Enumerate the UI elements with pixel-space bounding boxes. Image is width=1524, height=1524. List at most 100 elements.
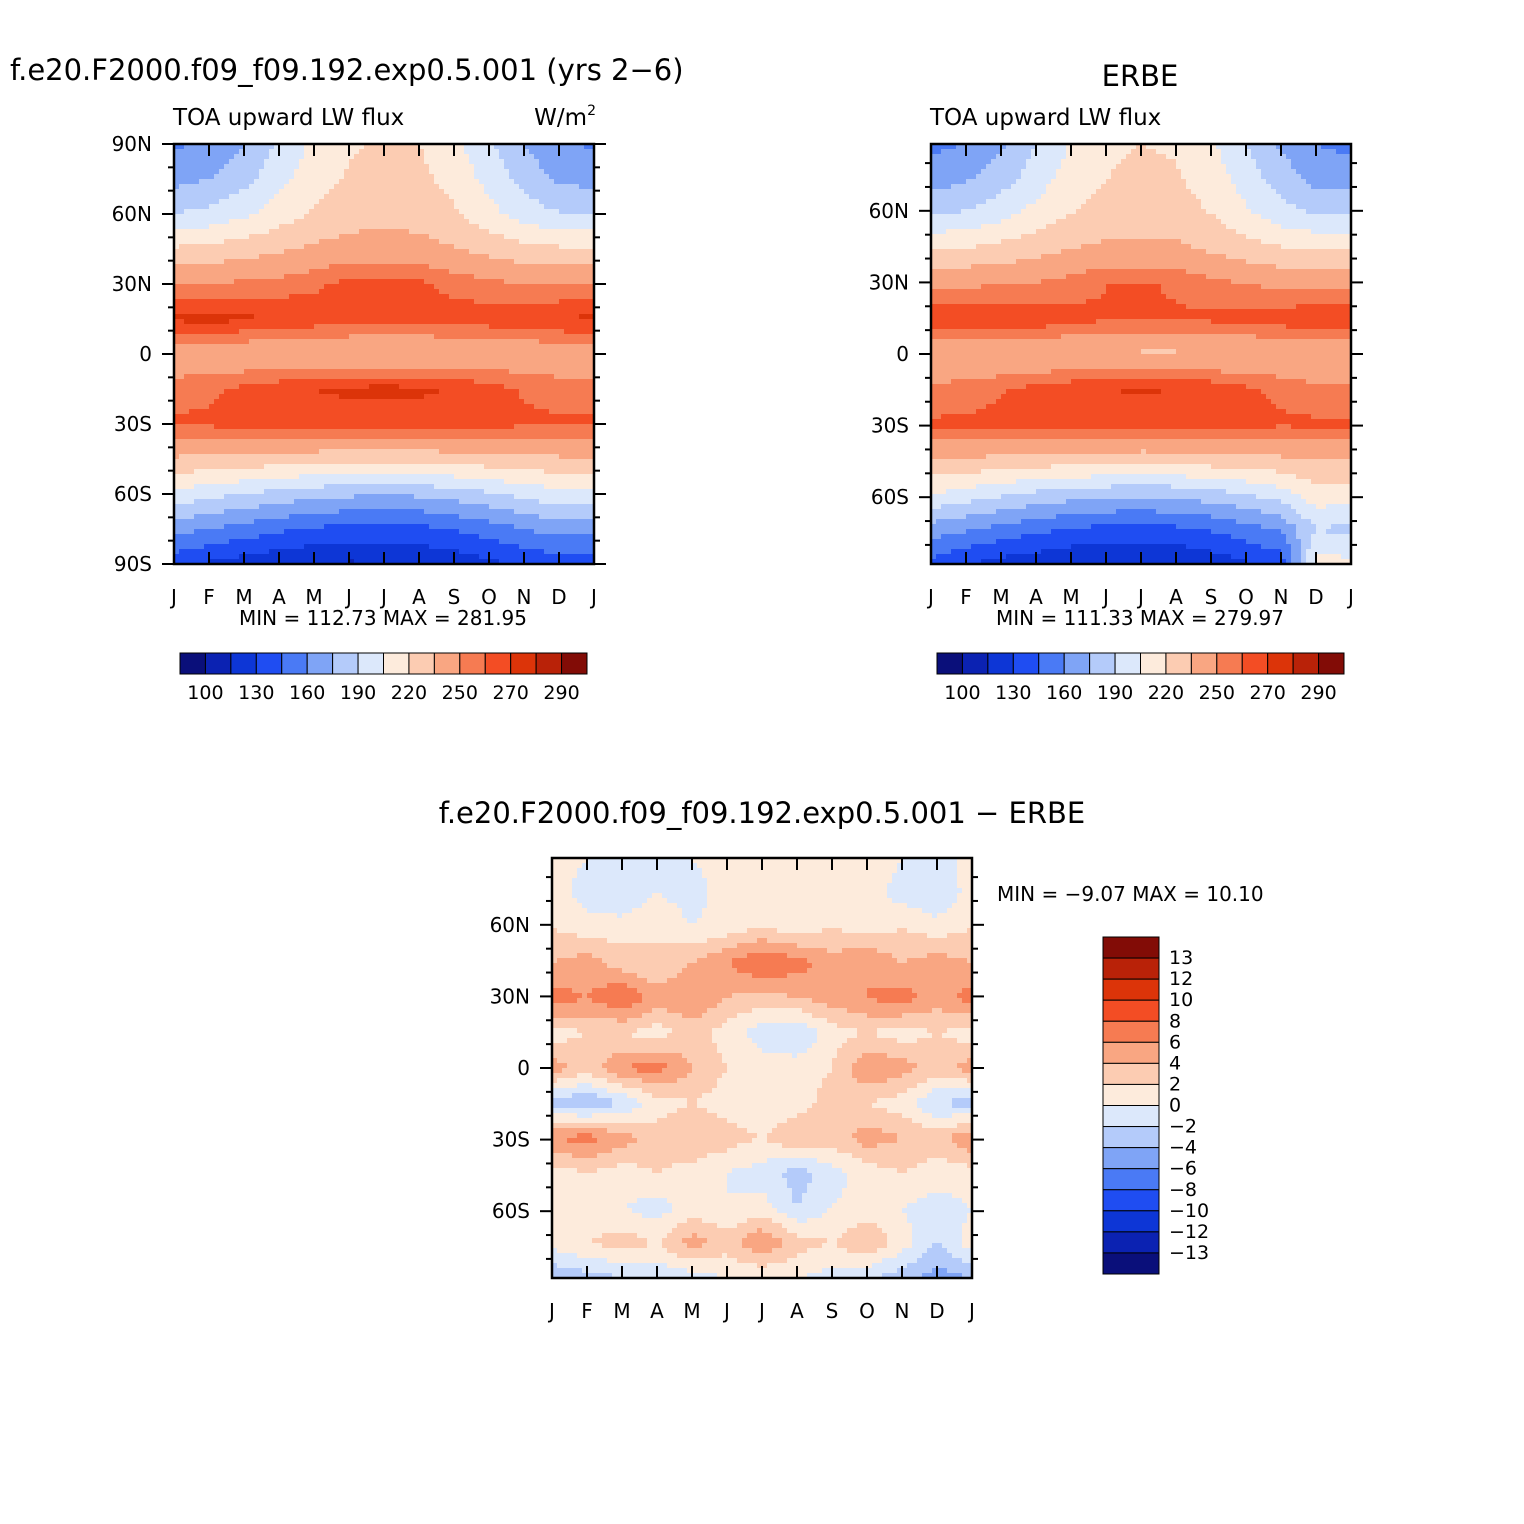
field-cell <box>554 199 560 205</box>
field-cell <box>249 229 255 235</box>
field-cell <box>384 239 390 245</box>
field-cell <box>204 334 210 340</box>
field-cell <box>219 214 225 220</box>
field-cell <box>399 159 405 165</box>
field-cell <box>584 289 590 295</box>
field-cell <box>219 274 225 280</box>
field-cell <box>394 374 400 380</box>
field-cell <box>549 339 555 345</box>
field-cell <box>229 304 235 310</box>
field-cell <box>489 254 495 260</box>
field-cell <box>474 359 480 365</box>
field-cell <box>439 414 445 420</box>
field-cell <box>419 314 425 320</box>
field-cell <box>519 419 525 425</box>
field-cell <box>554 304 560 310</box>
field-cell <box>479 284 485 290</box>
field-cell <box>384 369 390 375</box>
field-cell <box>244 279 250 285</box>
field-cell <box>234 379 240 385</box>
field-cell <box>259 394 265 400</box>
field-cell <box>379 384 385 390</box>
field-cell <box>184 164 190 170</box>
field-cell <box>309 214 315 220</box>
field-cell <box>269 259 275 265</box>
field-cell <box>554 289 560 295</box>
field-cell <box>524 189 530 195</box>
field-cell <box>384 309 390 315</box>
field-cell <box>214 239 220 245</box>
field-cell <box>504 434 510 440</box>
field-cell <box>529 224 535 230</box>
field-cell <box>369 154 375 160</box>
field-cell <box>274 199 280 205</box>
field-cell <box>349 369 355 375</box>
field-cell <box>479 179 485 185</box>
field-cell <box>349 219 355 225</box>
field-cell <box>419 239 425 245</box>
field-cell <box>259 309 265 315</box>
field-cell <box>229 334 235 340</box>
field-cell <box>354 174 360 180</box>
field-cell <box>564 324 570 330</box>
field-cell <box>254 179 260 185</box>
field-cell <box>264 364 270 370</box>
field-cell <box>304 244 310 250</box>
field-cell <box>524 374 530 380</box>
field-cell <box>299 229 305 235</box>
field-cell <box>364 229 370 235</box>
field-cell <box>404 239 410 245</box>
field-cell <box>289 374 295 380</box>
field-cell <box>464 259 470 265</box>
field-cell <box>179 324 185 330</box>
field-cell <box>509 189 515 195</box>
field-cell <box>584 419 590 425</box>
field-cell <box>309 354 315 360</box>
field-cell <box>219 289 225 295</box>
field-cell <box>239 209 245 215</box>
field-cell <box>569 244 575 250</box>
field-cell <box>349 389 355 395</box>
field-cell <box>239 364 245 370</box>
field-cell <box>554 374 560 380</box>
field-cell <box>339 289 345 295</box>
field-cell <box>264 304 270 310</box>
field-cell <box>464 249 470 255</box>
field-cell <box>439 384 445 390</box>
field-cell <box>324 394 330 400</box>
field-cell <box>424 364 430 370</box>
field-cell <box>309 379 315 385</box>
field-cell <box>279 204 285 210</box>
field-cell <box>409 189 415 195</box>
field-cell <box>404 309 410 315</box>
field-cell <box>359 374 365 380</box>
field-cell <box>549 244 555 250</box>
field-cell <box>509 404 515 410</box>
field-cell <box>229 294 235 300</box>
field-cell <box>249 224 255 230</box>
field-cell <box>584 249 590 255</box>
field-cell <box>354 384 360 390</box>
field-cell <box>354 399 360 405</box>
field-cell <box>299 429 305 435</box>
field-cell <box>299 154 305 160</box>
field-cell <box>274 314 280 320</box>
field-cell <box>459 164 465 170</box>
field-cell <box>364 259 370 265</box>
field-cell <box>284 294 290 300</box>
field-cell <box>449 184 455 190</box>
field-cell <box>504 289 510 295</box>
field-cell <box>414 374 420 380</box>
field-cell <box>309 289 315 295</box>
field-cell <box>489 434 495 440</box>
field-cell <box>209 314 215 320</box>
field-cell <box>409 329 415 335</box>
field-cell <box>439 364 445 370</box>
field-cell <box>179 359 185 365</box>
field-cell <box>464 339 470 345</box>
field-cell <box>464 164 470 170</box>
field-cell <box>549 224 555 230</box>
field-cell <box>369 319 375 325</box>
field-cell <box>254 249 260 255</box>
field-cell <box>354 249 360 255</box>
